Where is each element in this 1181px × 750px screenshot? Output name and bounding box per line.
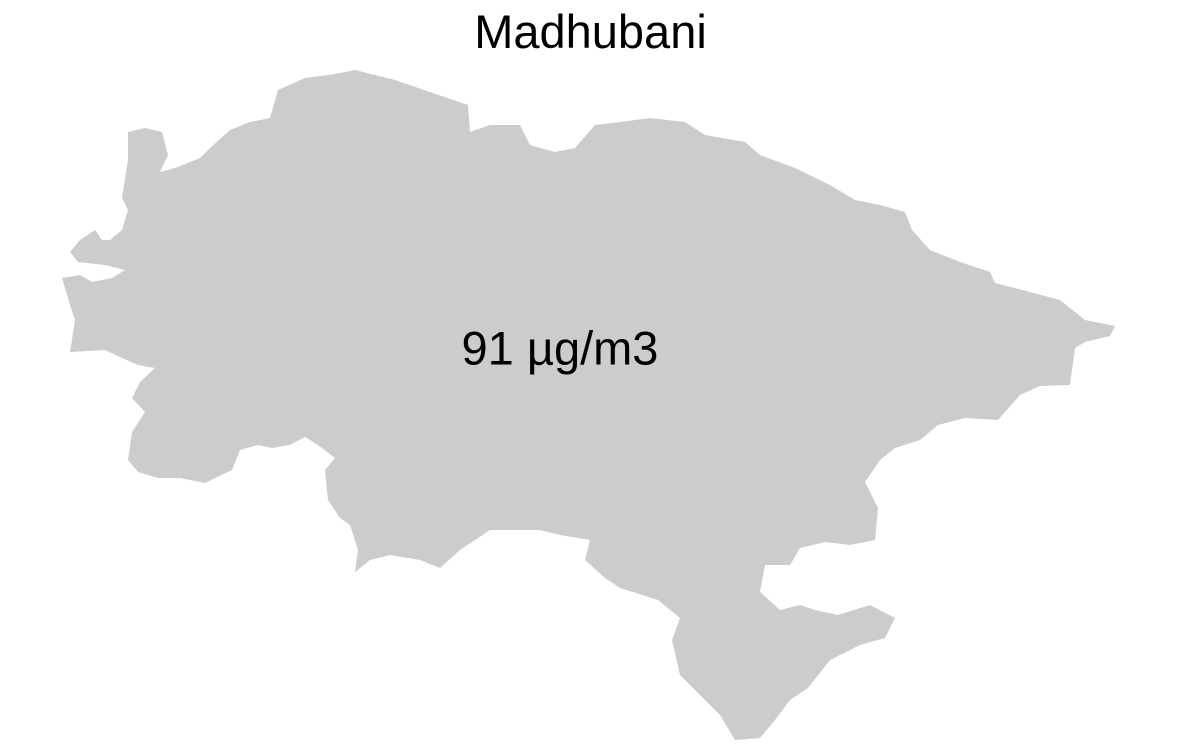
value-label: 91 µg/m3 [462, 321, 659, 374]
map-title: Madhubani [474, 5, 707, 58]
district-region[interactable] [62, 70, 1115, 740]
